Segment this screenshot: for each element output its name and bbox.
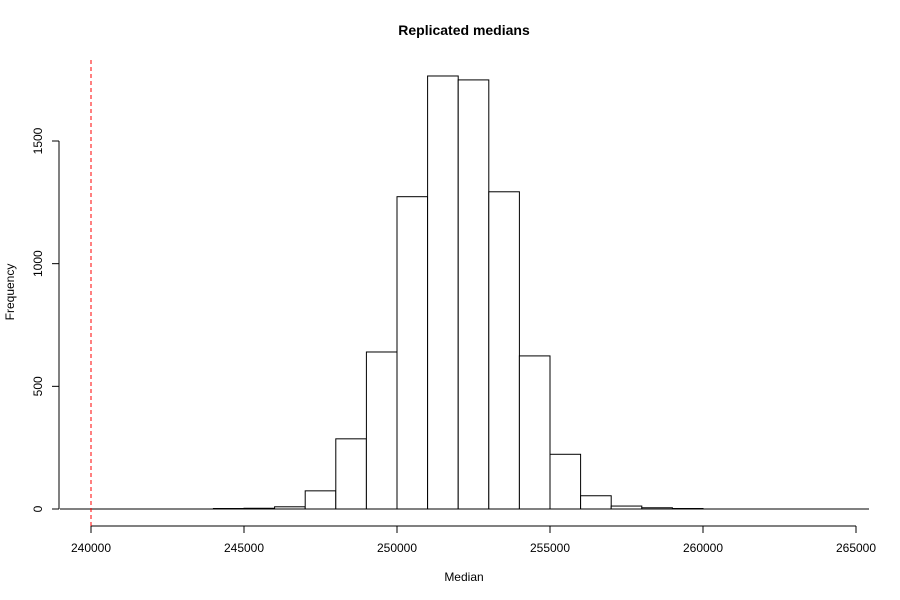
bar <box>488 191 520 510</box>
x-tick-label: 240000 <box>71 541 111 555</box>
y-tick-label: 500 <box>31 376 45 396</box>
x-tick-label: 265000 <box>836 541 876 555</box>
bar <box>427 75 459 510</box>
x-tick-label: 245000 <box>224 541 264 555</box>
bar <box>457 79 490 510</box>
y-tick-label: 1500 <box>31 127 45 154</box>
x-tick-label: 255000 <box>530 541 570 555</box>
x-tick-label: 250000 <box>377 541 417 555</box>
y-axis-title: Frequency <box>3 264 17 321</box>
x-tick-label: 260000 <box>683 541 723 555</box>
bar <box>580 495 612 510</box>
bar <box>335 438 367 510</box>
bar <box>396 196 429 510</box>
y-tick-label: 0 <box>31 505 45 512</box>
bar <box>518 355 551 510</box>
y-tick-label: 1000 <box>31 250 45 277</box>
chart-title: Replicated medians <box>398 22 530 38</box>
bar <box>549 453 582 510</box>
x-axis-title: Median <box>444 570 483 584</box>
bar <box>365 351 398 510</box>
bar <box>304 490 337 510</box>
